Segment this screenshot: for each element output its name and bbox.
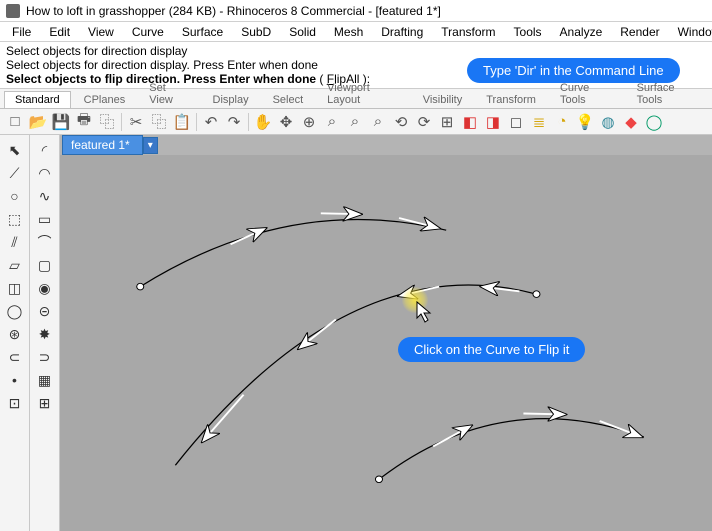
toolbar-tabs: StandardCPlanesSet ViewDisplaySelectView… (0, 89, 712, 109)
menu-edit[interactable]: Edit (41, 24, 78, 40)
zoom-sel-icon[interactable]: ⌕ (367, 111, 389, 133)
tool-rect-icon[interactable]: ▭ (33, 208, 57, 230)
undo-icon[interactable]: ↶ (200, 111, 222, 133)
copy-clip-icon[interactable]: ⿻ (96, 111, 118, 133)
tooltab-standard[interactable]: Standard (4, 91, 71, 108)
left-toolbar-col2: ◜◠∿▭⌒▢◉⊝✸⊃▦⊞ (30, 135, 60, 531)
tooltab-curve-tools[interactable]: Curve Tools (549, 79, 624, 108)
tool-grp-icon[interactable]: ⊡ (3, 392, 27, 414)
tool-loft-icon[interactable]: ▱ (3, 254, 27, 276)
tool-curve-icon[interactable]: ∿ (33, 185, 57, 207)
menu-solid[interactable]: Solid (281, 24, 324, 40)
new-icon[interactable]: □ (4, 111, 26, 133)
menu-render[interactable]: Render (612, 24, 667, 40)
cut-icon[interactable]: ✂ (125, 111, 147, 133)
tool-dim-icon[interactable]: ⊞ (33, 392, 57, 414)
window-title: How to loft in grasshopper (284 KB) - Rh… (26, 4, 441, 18)
tooltab-surface-tools[interactable]: Surface Tools (626, 79, 708, 108)
rotate-view-icon[interactable]: ✥ (275, 111, 297, 133)
tool-fillet-icon[interactable]: ⌒ (33, 231, 57, 253)
menu-subd[interactable]: SubD (233, 24, 279, 40)
open-icon[interactable]: 📂 (27, 111, 49, 133)
tool-cyl-icon[interactable]: ◯ (3, 300, 27, 322)
tool-mesh-icon[interactable]: ▦ (33, 369, 57, 391)
tool-bool-icon[interactable]: ⊛ (3, 323, 27, 345)
cplane2-icon[interactable]: ◨ (482, 111, 504, 133)
copy-icon[interactable]: ⿻ (148, 111, 170, 133)
named-icon[interactable]: ◻ (505, 111, 527, 133)
tool-join-icon[interactable]: ⊂ (3, 346, 27, 368)
left-toolbar-col1: ⬉⟋○⬚⫽▱◫◯⊛⊂•⊡ (0, 135, 30, 531)
tooltab-select[interactable]: Select (262, 91, 315, 108)
viewport-tab[interactable]: featured 1* (62, 135, 143, 155)
tooltab-set-view[interactable]: Set View (138, 79, 199, 108)
print-icon[interactable]: 🖶 (73, 111, 95, 133)
paste-icon[interactable]: 📋 (171, 111, 193, 133)
viewport[interactable]: Type 'Dir' in the Command Line Click on … (60, 155, 712, 531)
menu-surface[interactable]: Surface (174, 24, 231, 40)
menu-bar: FileEditViewCurveSurfaceSubDSolidMeshDra… (0, 22, 712, 42)
4view-icon[interactable]: ⊞ (436, 111, 458, 133)
tool-trim-icon[interactable]: ⊃ (33, 346, 57, 368)
zoom-ext-icon[interactable]: ⌕ (344, 111, 366, 133)
menu-file[interactable]: File (4, 24, 39, 40)
hue-icon[interactable]: ◯ (643, 111, 665, 133)
light-icon[interactable]: 💡 (574, 111, 596, 133)
cplane1-icon[interactable]: ◧ (459, 111, 481, 133)
main-toolbar: □📂💾🖶⿻✂⿻📋↶↷✋✥⊕⌕⌕⌕⟲⟳⊞◧◨◻≣◔💡◍◆◯ (0, 109, 712, 135)
zoom-win-icon[interactable]: ⌕ (321, 111, 343, 133)
zoom-plus-icon[interactable]: ⊕ (298, 111, 320, 133)
layers-icon[interactable]: ≣ (528, 111, 550, 133)
tool-explode-icon[interactable]: ✸ (33, 323, 57, 345)
tool-polyline-icon[interactable]: ⟋ (3, 162, 27, 184)
app-icon (6, 4, 20, 18)
viewport-tab-strip: featured 1* ▾ (60, 135, 712, 155)
annotation-mid: Click on the Curve to Flip it (398, 337, 585, 362)
menu-view[interactable]: View (80, 24, 122, 40)
tool-ctrl-poly-icon[interactable]: ⬚ (3, 208, 27, 230)
tooltab-transform[interactable]: Transform (475, 91, 547, 108)
tool-circle-icon[interactable]: ○ (3, 185, 27, 207)
viewport-tab-dropdown[interactable]: ▾ (143, 137, 158, 154)
tool-box-icon[interactable]: ◫ (3, 277, 27, 299)
menu-tools[interactable]: Tools (506, 24, 550, 40)
title-bar: How to loft in grasshopper (284 KB) - Rh… (0, 0, 712, 22)
tool-arc-icon[interactable]: ◠ (33, 162, 57, 184)
tool-pt-icon[interactable]: • (3, 369, 27, 391)
pan-icon[interactable]: ✋ (252, 111, 274, 133)
tooltab-cplanes[interactable]: CPlanes (73, 91, 137, 108)
menu-transform[interactable]: Transform (433, 24, 503, 40)
menu-drafting[interactable]: Drafting (373, 24, 431, 40)
tool-sphere-icon[interactable]: ◉ (33, 277, 57, 299)
tool-lasso-icon[interactable]: ◜ (33, 139, 57, 161)
tooltab-display[interactable]: Display (202, 91, 260, 108)
render-icon[interactable]: ◍ (597, 111, 619, 133)
tool-offset-icon[interactable]: ⫽ (3, 231, 27, 253)
cmd-line-1: Select objects for direction display (6, 44, 706, 58)
redo-icon[interactable]: ↷ (223, 111, 245, 133)
tool-pipe-icon[interactable]: ⊝ (33, 300, 57, 322)
redo-view-icon[interactable]: ⟳ (413, 111, 435, 133)
menu-window[interactable]: Window (670, 24, 712, 40)
mat-icon[interactable]: ◆ (620, 111, 642, 133)
menu-curve[interactable]: Curve (124, 24, 172, 40)
tool-surf-icon[interactable]: ▢ (33, 254, 57, 276)
menu-mesh[interactable]: Mesh (326, 24, 371, 40)
mouse-cursor-icon (415, 300, 435, 324)
tool-arrow-icon[interactable]: ⬉ (3, 139, 27, 161)
tooltab-viewport-layout[interactable]: Viewport Layout (316, 79, 410, 108)
undo-view-icon[interactable]: ⟲ (390, 111, 412, 133)
props-icon[interactable]: ◔ (551, 111, 573, 133)
tooltab-visibility[interactable]: Visibility (412, 91, 474, 108)
menu-analyze[interactable]: Analyze (552, 24, 611, 40)
viewport-container: featured 1* ▾ Type 'Dir' in the Command … (60, 135, 712, 531)
save-icon[interactable]: 💾 (50, 111, 72, 133)
